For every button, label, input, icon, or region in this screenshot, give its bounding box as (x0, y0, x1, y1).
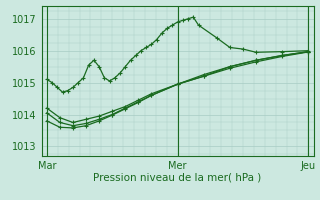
X-axis label: Pression niveau de la mer( hPa ): Pression niveau de la mer( hPa ) (93, 172, 262, 182)
